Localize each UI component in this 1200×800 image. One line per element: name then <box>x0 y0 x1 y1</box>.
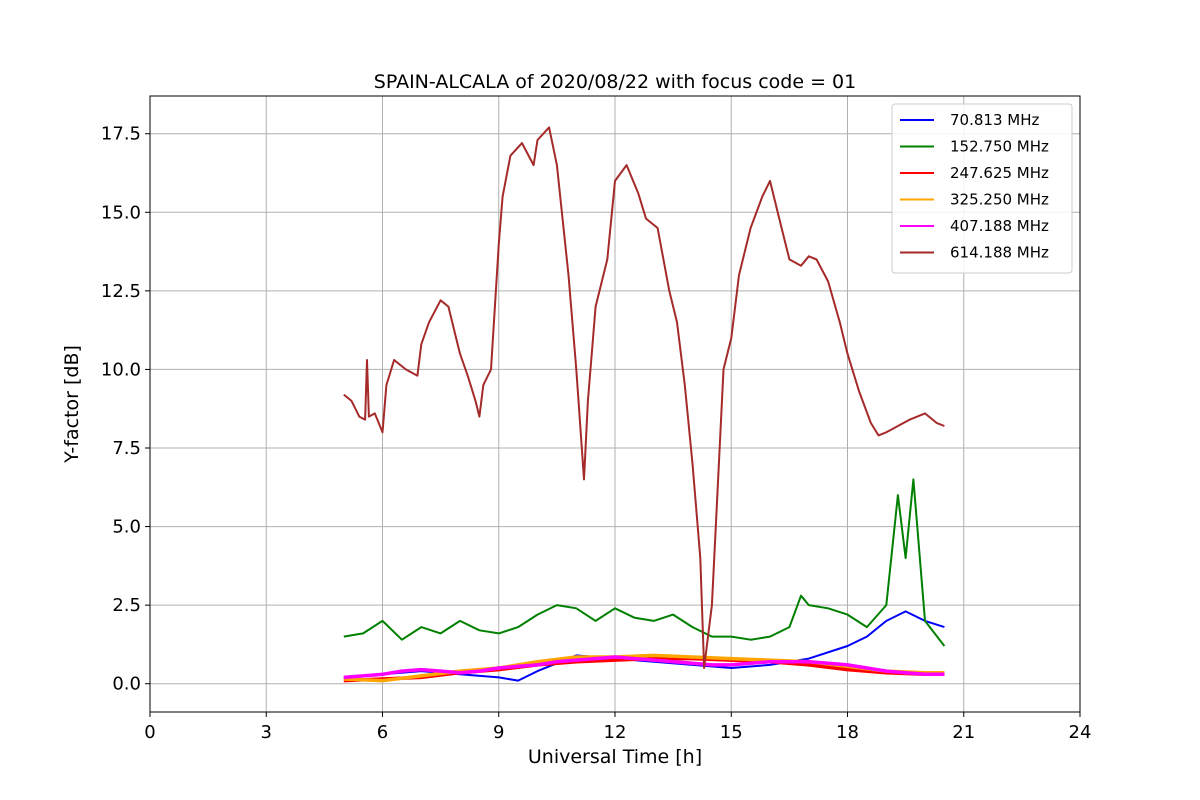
legend-label: 614.188 MHz <box>950 244 1049 262</box>
y-tick-label: 17.5 <box>101 124 141 145</box>
legend-label: 70.813 MHz <box>950 111 1039 129</box>
legend: 70.813 MHz 152.750 MHz 247.625 MHz 325.250 … <box>891 103 1073 274</box>
legend-label: 325.250 MHz <box>950 191 1049 209</box>
y-tick-label: 10.0 <box>101 359 141 380</box>
y-tick-label: 15.0 <box>101 202 141 223</box>
y-tick-label: 0.0 <box>112 674 141 695</box>
x-tick-label: 3 <box>261 722 272 743</box>
series-line-5 <box>343 126 945 669</box>
legend-label: 247.625 MHz <box>950 164 1049 182</box>
axis-ticks: 0 3 6 9 12 15 18 21 24 0.0 2.5 5.0 7.5 10.0 12.5 15.0 17… <box>101 124 1092 743</box>
chart-title: SPAIN-ALCALA of 2020/08/22 with focus co… <box>374 71 856 93</box>
x-tick-label: 21 <box>952 722 975 743</box>
x-tick-label: 12 <box>604 722 627 743</box>
y-tick-label: 7.5 <box>112 438 141 459</box>
plot-series <box>343 126 946 683</box>
y-tick-label: 2.5 <box>112 595 141 616</box>
y-tick-label: 5.0 <box>112 517 141 538</box>
x-tick-label: 6 <box>377 722 388 743</box>
x-tick-label: 18 <box>836 722 859 743</box>
x-tick-label: 9 <box>493 722 504 743</box>
series-line-1 <box>343 478 946 647</box>
x-tick-label: 24 <box>1069 722 1092 743</box>
y-tick-label: 12.5 <box>101 281 141 302</box>
legend-label: 152.750 MHz <box>950 138 1049 156</box>
x-axis-label: Universal Time [h] <box>528 746 702 768</box>
x-tick-label: 15 <box>720 722 743 743</box>
series-line-4 <box>343 655 945 680</box>
legend-box <box>891 103 1073 274</box>
legend-label: 407.188 MHz <box>950 217 1049 235</box>
y-axis-label: Y-factor [dB] <box>61 345 83 464</box>
x-tick-label: 0 <box>144 722 155 743</box>
